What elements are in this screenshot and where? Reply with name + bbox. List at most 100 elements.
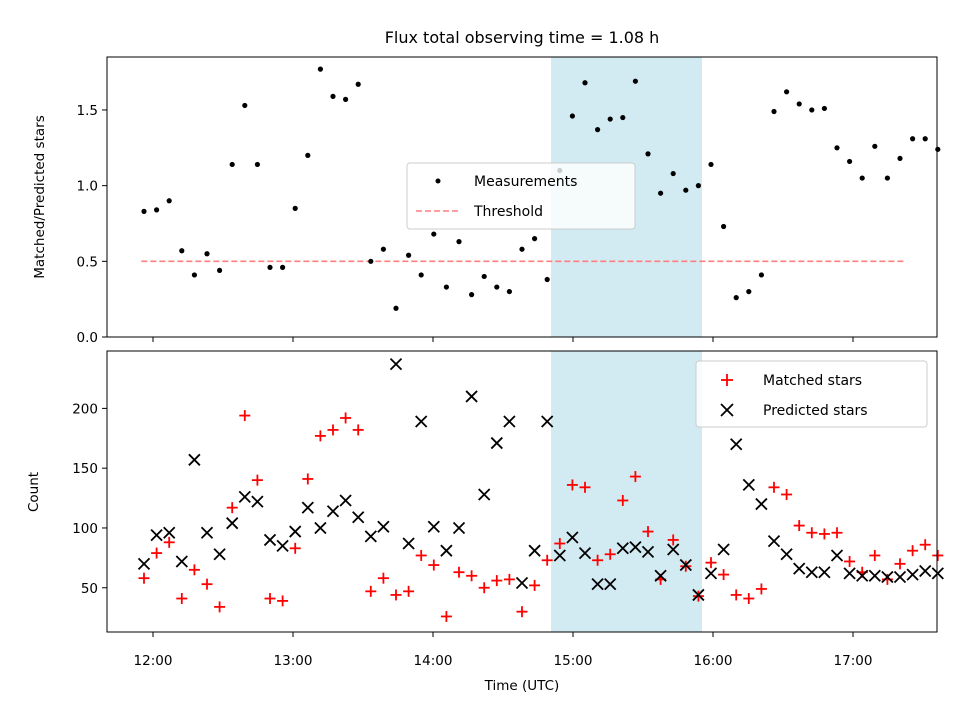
predicted-star-point [654,569,667,582]
measurement-point [191,272,197,278]
matched-star-point [340,412,352,424]
matched-star-point [541,554,553,566]
measurement-point [393,305,399,311]
matched-star-point [529,579,541,591]
bottom-y-axis-label: Count [26,472,42,512]
matched-star-point [881,573,893,585]
matched-star-point [440,610,452,622]
measurement-point [406,252,412,258]
measurement-point [771,108,777,115]
matched-star-point [453,566,465,578]
predicted-star-point [830,549,844,562]
top-y-tick-label: 1.5 [77,103,98,119]
predicted-star-point [906,568,919,581]
matched-star-point [214,601,226,613]
predicted-star-point [301,501,314,514]
measurement-point [746,288,752,295]
matched-star-point [579,481,591,493]
predicted-star-point [503,415,516,428]
predicted-star-point [767,534,781,548]
measurement-point [569,113,576,119]
matched-star-point [302,473,314,485]
matched-star-point [264,593,276,605]
measurement-point [443,284,449,290]
measurement-point [469,292,475,298]
matched-star-point [806,527,818,539]
matched-star-point [491,575,503,587]
measurement-point [683,187,689,193]
matched-star-point [289,542,301,554]
predicted-star-point [730,438,743,451]
predicted-star-point [389,358,403,371]
predicted-star-point [893,570,907,584]
matched-star-point [163,536,175,548]
measurement-point [506,288,512,295]
matched-star-point [415,549,427,561]
matched-star-point [151,547,163,559]
bottom-y-tick-label: 100 [72,521,98,537]
matched-star-point [869,549,881,561]
predicted-star-point [452,521,466,535]
measurement-point [784,89,790,95]
predicted-star-point [604,578,617,591]
measurement-point [758,272,765,278]
predicted-star-point [251,495,264,508]
measurement-point [620,114,626,121]
measurement-point [292,205,298,211]
predicted-star-point [226,517,239,530]
predicted-star-point [780,548,793,561]
legend-predicted-label: Predicted stars [763,403,868,419]
predicted-star-point [704,567,718,580]
predicted-star-point [843,567,856,580]
legend-matched-marker [721,374,733,386]
matched-star-point [718,569,730,581]
bottom-shaded-interval [551,351,702,632]
predicted-star-point [541,415,554,428]
matched-star-point [730,589,742,601]
predicted-star-point [805,566,818,579]
measurement-point [872,143,878,149]
top-axes-frame [106,56,938,338]
measurement-point [166,198,172,204]
predicted-star-point [163,526,176,539]
measurement-point [494,284,500,290]
matched-star-point [403,585,415,597]
predicted-star-point [415,415,428,428]
predicted-star-point [553,549,566,562]
predicted-star-point [515,576,529,590]
matched-star-point [705,557,717,569]
predicted-star-point [364,530,377,543]
predicted-star-point [919,564,932,578]
measurement-point [355,81,361,87]
predicted-star-point [427,520,440,533]
matched-star-point [743,593,755,605]
predicted-star-point [818,566,831,579]
matched-star-point [781,488,793,500]
measurement-point [607,116,613,122]
measurement-point [179,248,185,254]
predicted-star-point [881,570,894,584]
matched-star-point [466,570,478,582]
measurement-point [229,161,235,168]
predicted-star-point [175,555,188,568]
matched-star-point [932,549,944,561]
predicted-star-point [578,546,592,560]
measurement-point [897,155,903,162]
measurement-point [330,93,336,99]
predicted-star-point [679,558,692,572]
predicted-star-point [137,557,151,570]
predicted-star-point [692,588,705,602]
x-axis-label: Time (UTC) [484,678,560,694]
top-y-tick-label: 0.0 [77,330,98,346]
predicted-star-point [478,488,491,501]
predicted-star-point [591,578,604,591]
legend-predicted-marker [720,403,734,417]
measurement-point [242,102,248,109]
measurement-point [859,175,865,181]
matched-star-point [365,585,377,597]
measurement-point [532,236,538,242]
top-legend-box [406,162,636,230]
matched-star-point [226,502,238,514]
predicted-star-point [314,521,327,535]
